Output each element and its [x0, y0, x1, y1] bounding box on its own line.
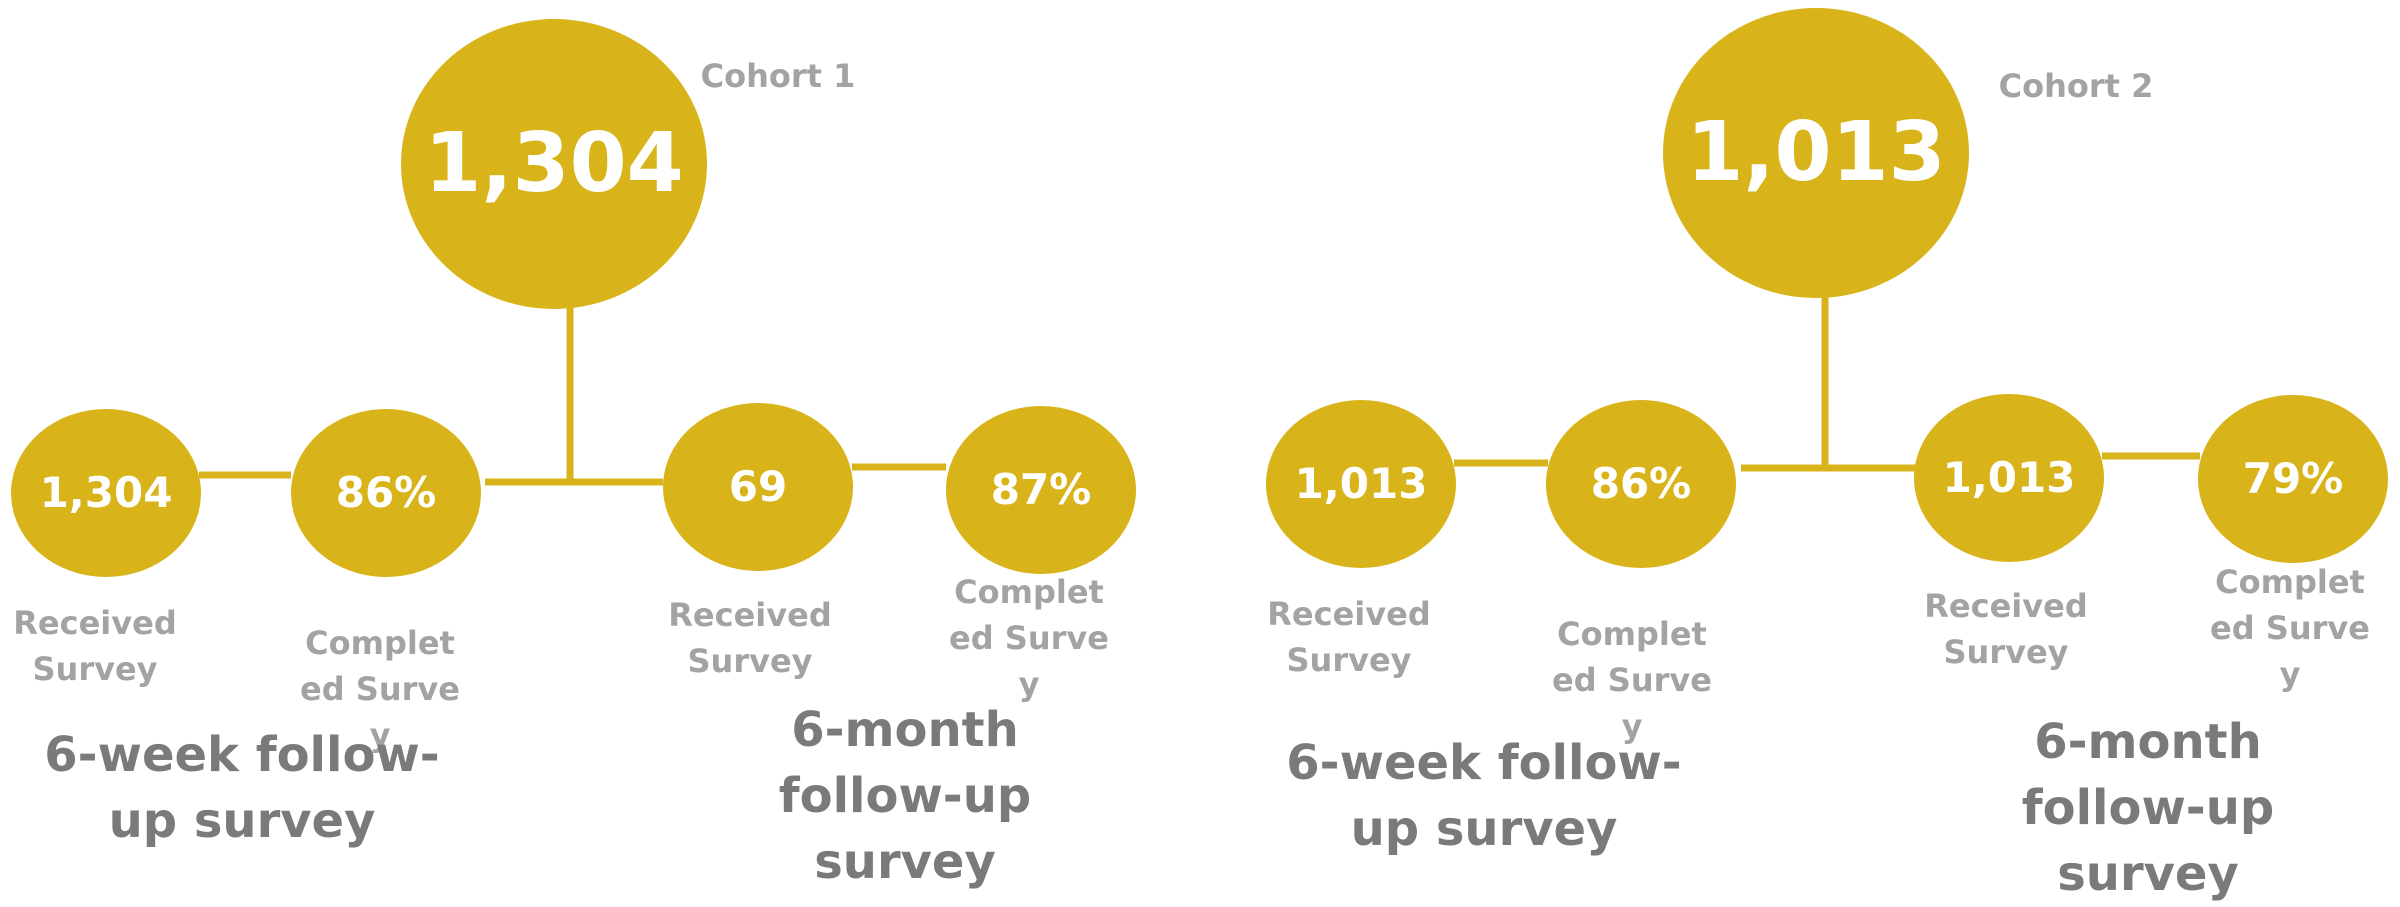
stage-circle — [663, 403, 853, 571]
followup-title: 6-month follow-up survey — [2021, 714, 2275, 902]
stage-circle — [946, 406, 1136, 574]
stage-label: Completed Survey — [949, 573, 1109, 703]
stage-value: 86% — [335, 467, 437, 517]
stage-value: 69 — [728, 461, 788, 511]
stage-label: Received Survey — [1924, 587, 2088, 671]
stage-label: Completed Survey — [2210, 563, 2370, 693]
stage-circle — [1266, 400, 1456, 568]
stage-label: Received Survey — [668, 596, 832, 680]
cohort-label: Cohort 2 — [1998, 67, 2154, 106]
stage-label: Completed Survey — [300, 624, 460, 754]
followup-title: 6-week follow-up survey — [44, 727, 440, 849]
total-value: 1,304 — [424, 115, 684, 211]
stage-label: Received Survey — [13, 604, 177, 688]
total-value: 1,013 — [1686, 104, 1946, 200]
stage-value: 79% — [2242, 453, 2344, 503]
stage-circle — [291, 409, 481, 577]
total-circle — [1663, 8, 1969, 298]
followup-title: 6-month follow-up survey — [778, 702, 1032, 890]
stage-circle — [1546, 400, 1736, 568]
followup-title: 6-week follow-up survey — [1286, 735, 1682, 857]
total-circle — [401, 19, 707, 309]
stage-circle — [2198, 395, 2388, 563]
cohort-label: Cohort 1 — [700, 57, 856, 96]
stage-circle — [1914, 394, 2104, 562]
page: (() => { const data = JSON.parse(documen… — [11, 8, 2388, 902]
stage-value: 86% — [1590, 458, 1692, 508]
stage-value: 1,013 — [1942, 452, 2076, 502]
stage-circle — [11, 409, 201, 577]
stage-label: Received Survey — [1267, 595, 1431, 679]
diagram — [11, 8, 2388, 577]
stage-label: Completed Survey — [1552, 615, 1712, 745]
stage-value: 1,013 — [1294, 458, 1428, 508]
stage-value: 87% — [990, 464, 1092, 514]
stage-value: 1,304 — [39, 467, 173, 517]
